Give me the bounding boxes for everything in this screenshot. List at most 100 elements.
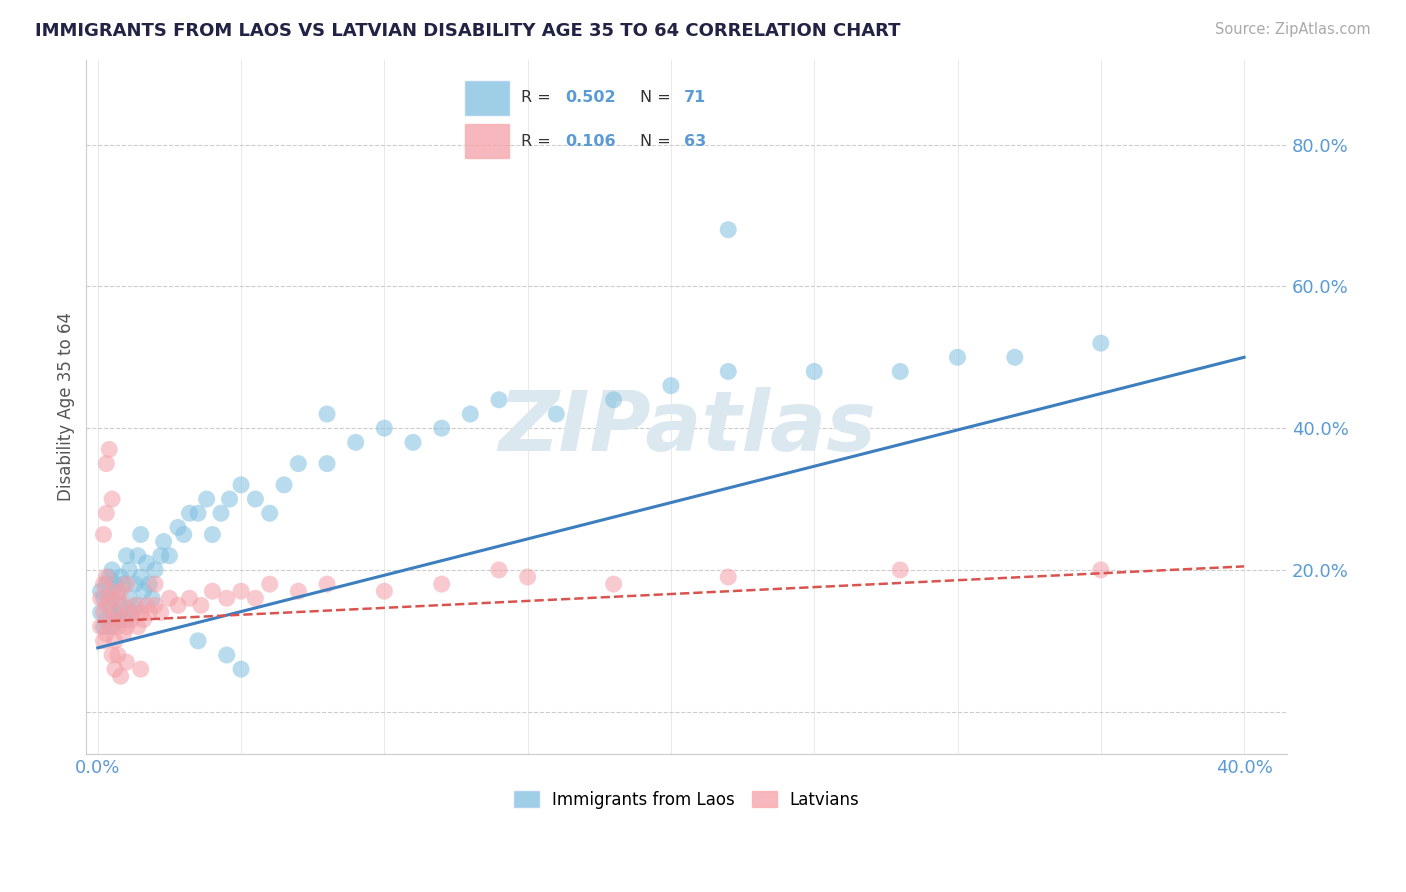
- Point: [124, 577, 146, 591]
- Point: [93, 527, 115, 541]
- Point: [132, 584, 155, 599]
- Point: [138, 606, 160, 620]
- Point: [602, 577, 624, 591]
- Point: [889, 563, 911, 577]
- Point: [803, 364, 825, 378]
- Point: [167, 599, 190, 613]
- Point: [143, 599, 166, 613]
- Point: [127, 549, 149, 563]
- Point: [129, 606, 152, 620]
- Point: [488, 563, 510, 577]
- Point: [107, 648, 129, 662]
- Point: [121, 613, 143, 627]
- Point: [460, 407, 482, 421]
- Point: [93, 591, 115, 606]
- Point: [112, 599, 135, 613]
- Point: [215, 591, 238, 606]
- Point: [110, 613, 132, 627]
- Text: ZIPatlas: ZIPatlas: [498, 387, 876, 468]
- Point: [104, 606, 127, 620]
- Text: Source: ZipAtlas.com: Source: ZipAtlas.com: [1215, 22, 1371, 37]
- Point: [107, 613, 129, 627]
- Point: [98, 570, 121, 584]
- Point: [602, 392, 624, 407]
- Point: [127, 619, 149, 633]
- Point: [245, 491, 267, 506]
- Point: [157, 549, 180, 563]
- Point: [112, 606, 135, 620]
- Point: [104, 633, 127, 648]
- Point: [201, 527, 224, 541]
- Point: [259, 506, 281, 520]
- Point: [889, 364, 911, 378]
- Point: [187, 506, 209, 520]
- Point: [187, 633, 209, 648]
- Point: [93, 619, 115, 633]
- Point: [209, 506, 232, 520]
- Point: [273, 478, 295, 492]
- Point: [430, 421, 453, 435]
- Point: [104, 662, 127, 676]
- Point: [90, 591, 112, 606]
- Point: [110, 669, 132, 683]
- Point: [129, 662, 152, 676]
- Point: [93, 606, 115, 620]
- Point: [115, 613, 138, 627]
- Point: [110, 584, 132, 599]
- Point: [179, 506, 201, 520]
- Point: [717, 223, 740, 237]
- Point: [101, 584, 124, 599]
- Point: [101, 591, 124, 606]
- Point: [115, 655, 138, 669]
- Point: [98, 599, 121, 613]
- Point: [115, 619, 138, 633]
- Point: [218, 491, 240, 506]
- Point: [1090, 563, 1112, 577]
- Point: [121, 606, 143, 620]
- Point: [215, 648, 238, 662]
- Point: [90, 619, 112, 633]
- Point: [659, 378, 682, 392]
- Point: [124, 599, 146, 613]
- Point: [93, 577, 115, 591]
- Point: [96, 613, 118, 627]
- Point: [373, 421, 395, 435]
- Point: [96, 599, 118, 613]
- Point: [344, 435, 367, 450]
- Point: [90, 606, 112, 620]
- Point: [107, 591, 129, 606]
- Point: [110, 570, 132, 584]
- Point: [129, 570, 152, 584]
- Point: [101, 619, 124, 633]
- Point: [157, 591, 180, 606]
- Point: [112, 626, 135, 640]
- Point: [430, 577, 453, 591]
- Point: [229, 662, 252, 676]
- Point: [101, 563, 124, 577]
- Point: [152, 534, 174, 549]
- Point: [118, 606, 141, 620]
- Point: [546, 407, 568, 421]
- Point: [107, 619, 129, 633]
- Point: [287, 457, 309, 471]
- Point: [287, 584, 309, 599]
- Point: [93, 633, 115, 648]
- Point: [98, 619, 121, 633]
- Point: [118, 591, 141, 606]
- Point: [373, 584, 395, 599]
- Point: [141, 591, 163, 606]
- Point: [717, 570, 740, 584]
- Point: [110, 599, 132, 613]
- Point: [316, 407, 339, 421]
- Point: [107, 584, 129, 599]
- Point: [717, 364, 740, 378]
- Point: [516, 570, 538, 584]
- Point: [96, 626, 118, 640]
- Point: [96, 506, 118, 520]
- Point: [316, 457, 339, 471]
- Point: [127, 599, 149, 613]
- Point: [167, 520, 190, 534]
- Y-axis label: Disability Age 35 to 64: Disability Age 35 to 64: [58, 312, 75, 501]
- Point: [138, 577, 160, 591]
- Point: [195, 491, 218, 506]
